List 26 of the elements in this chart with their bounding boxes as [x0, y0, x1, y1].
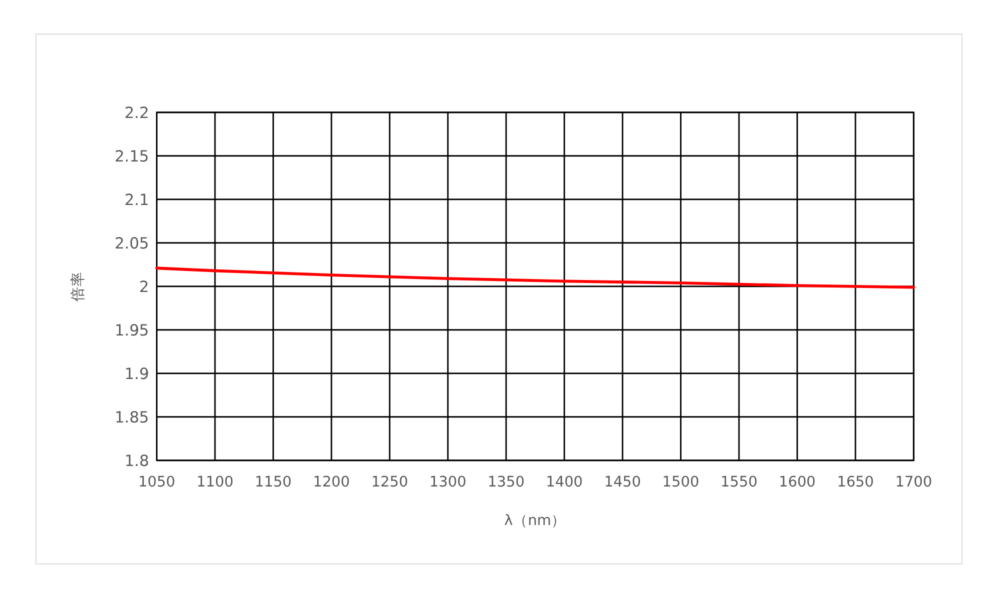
y-tick-label: 1.85: [114, 408, 150, 426]
y-axis-title: 倍率: [69, 271, 86, 302]
x-tick-label: 1450: [604, 474, 642, 490]
x-tick-label: 1250: [371, 474, 408, 490]
x-tick-label: 1550: [720, 474, 758, 490]
y-tick-label: 2.2: [124, 104, 150, 122]
y-tick-label: 2.05: [114, 234, 150, 252]
y-tick-label: 2: [139, 278, 150, 296]
y-tick-label: 2.1: [124, 190, 150, 209]
x-tick-label: 1650: [836, 474, 874, 490]
x-tick-label: 1050: [138, 474, 176, 490]
x-tick-label: 1200: [312, 474, 350, 490]
line-series: [155, 266, 916, 289]
x-tick-label: 1700: [895, 474, 932, 490]
x-tick-label: 1350: [488, 474, 525, 490]
x-tick-label: 1150: [254, 474, 292, 490]
x-tick-label: 1500: [662, 474, 700, 490]
x-tick-label: 1100: [196, 474, 234, 490]
y-tick-label: 1.9: [124, 364, 150, 383]
x-axis-title: λ（nm）: [504, 513, 566, 530]
y-tick-label: 1.95: [114, 321, 150, 340]
y-tick-label: 1.8: [124, 452, 150, 470]
x-tick-label: 1400: [546, 474, 583, 490]
y-tick-label: 2.15: [114, 147, 150, 166]
x-tick-label: 1300: [429, 474, 466, 490]
x-tick-label: 1600: [778, 474, 816, 490]
